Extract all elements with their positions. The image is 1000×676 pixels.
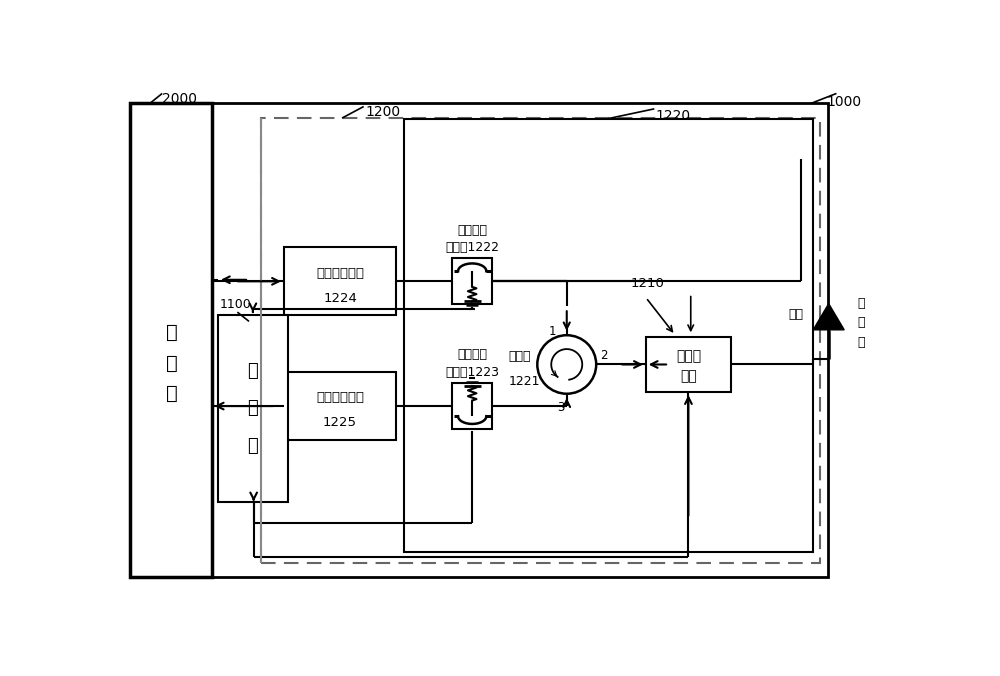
Bar [646,337,731,392]
Text: 控: 控 [248,362,258,380]
Bar [212,103,828,577]
Bar [130,103,212,577]
Text: 谐器: 谐器 [680,370,697,384]
Text: 1224: 1224 [323,292,357,305]
Text: 射频接收通路: 射频接收通路 [316,391,364,404]
Polygon shape [813,304,844,330]
Text: 1210: 1210 [630,276,664,290]
Bar [218,315,288,502]
Text: 发: 发 [166,354,177,372]
Text: 器: 器 [248,437,258,455]
Bar [404,119,813,552]
Text: 机: 机 [166,384,177,404]
Text: 耦合器1223: 耦合器1223 [445,366,499,379]
Text: 1000: 1000 [827,95,862,109]
Text: 第一定向: 第一定向 [457,224,487,237]
Text: 2: 2 [600,349,608,362]
Text: 1221: 1221 [509,375,540,388]
Text: 天: 天 [858,297,865,310]
Text: 阻抗调: 阻抗调 [676,349,701,363]
Text: 收: 收 [166,322,177,341]
Text: 1: 1 [548,325,556,338]
Text: 2000: 2000 [162,92,197,106]
Bar [284,372,396,440]
Circle shape [537,335,596,393]
Text: 1220: 1220 [656,109,691,123]
Text: 1200: 1200 [365,105,400,119]
Text: 环形器: 环形器 [509,350,531,363]
Text: 天线: 天线 [789,308,804,321]
Text: 1100: 1100 [220,297,251,310]
Bar [261,118,820,563]
Text: 3: 3 [557,402,564,414]
Text: 耦合器1222: 耦合器1222 [445,241,499,254]
Bar [284,247,396,315]
Bar [452,383,492,429]
Text: 线: 线 [858,316,865,329]
Text: 第二定向: 第二定向 [457,348,487,362]
Text: 射频发送通路: 射频发送通路 [316,267,364,280]
Bar [452,258,492,304]
Text: 1225: 1225 [323,416,357,429]
Text: 制: 制 [248,400,258,417]
Text: 口: 口 [858,336,865,349]
